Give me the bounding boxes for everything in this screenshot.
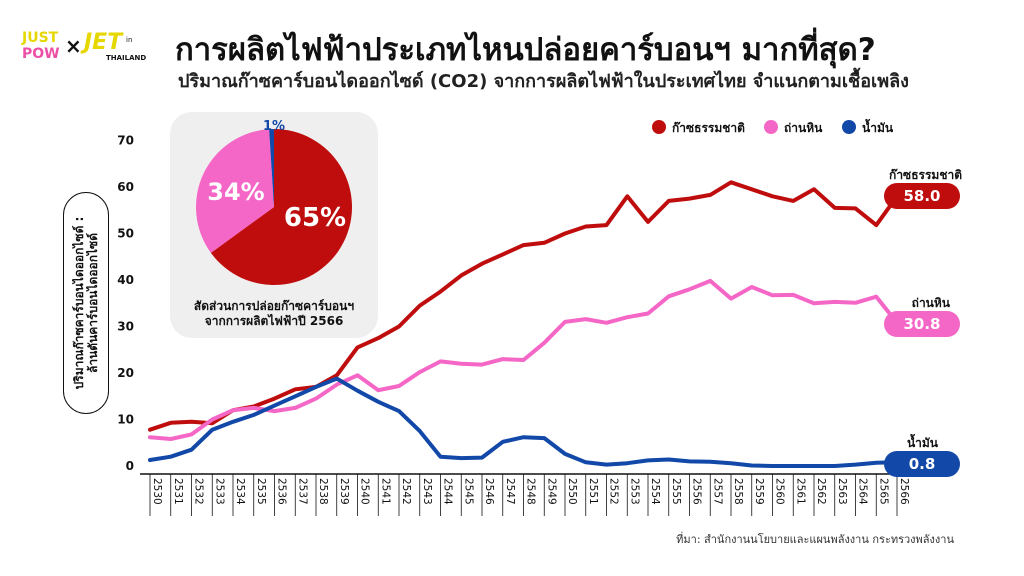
y-tick-label: 70	[117, 134, 134, 148]
pie-slice-gas	[210, 129, 353, 285]
logo-just: JUST	[22, 30, 59, 46]
x-tick-label: 2552	[608, 478, 620, 505]
legend-label-oil: น้ำมัน	[862, 121, 894, 135]
x-tick-label: 2533	[213, 478, 225, 505]
x-tick-label: 2548	[525, 478, 537, 505]
pie-caption-line2: จากการผลิตไฟฟ้าปี 2566	[204, 314, 344, 328]
logo-x: ×	[65, 34, 82, 58]
legend-item-coal: ถ่านหิน	[764, 119, 822, 138]
logo-in: in	[126, 36, 133, 44]
x-tick-label: 2557	[711, 478, 723, 505]
x-tick-label: 2542	[400, 478, 412, 505]
pie-label-gas: 65%	[284, 203, 346, 233]
x-tick-label: 2535	[255, 478, 267, 505]
x-tick-label: 2560	[774, 478, 786, 505]
legend-dot-coal	[764, 120, 778, 134]
x-tick-label: 2550	[566, 478, 578, 505]
end-value-oil: 0.8	[884, 451, 960, 477]
legend-label-coal: ถ่านหิน	[784, 121, 823, 135]
legend-dot-oil	[842, 120, 856, 134]
x-tick-label: 2554	[649, 478, 661, 505]
logo-thailand: THAILAND	[106, 54, 147, 62]
end-value-coal: 30.8	[884, 311, 960, 337]
y-tick-label: 30	[117, 320, 134, 334]
series-line-coal	[148, 278, 899, 441]
y-tick-label: 20	[117, 366, 134, 380]
x-tick-label: 2559	[753, 478, 765, 505]
x-tick-label: 2565	[877, 478, 889, 505]
legend-item-gas: ก๊าซธรรมชาติ	[652, 119, 745, 138]
brand-logo: JUST POW × JET in THAILAND	[22, 30, 146, 74]
page-subtitle: ปริมาณก๊าซคาร์บอนไดออกไซด์ (CO2) จากการผ…	[178, 71, 909, 92]
legend-label-gas: ก๊าซธรรมชาติ	[672, 121, 745, 135]
x-tick-label: 2555	[670, 478, 682, 505]
logo-jet: JET	[84, 30, 123, 55]
x-tick-label: 2539	[338, 478, 350, 505]
x-tick-label: 2544	[442, 478, 454, 505]
logo-pow: POW	[22, 46, 60, 62]
x-tick-label: 2558	[732, 478, 744, 505]
x-tick-label: 2553	[628, 478, 640, 505]
x-tick-label: 2549	[545, 478, 557, 505]
x-tick-label: 2541	[379, 478, 391, 505]
pie-slice-oil	[269, 129, 274, 207]
x-tick-label: 2551	[587, 478, 599, 505]
x-tick-label: 2562	[815, 478, 827, 505]
x-tick-label: 2534	[234, 478, 246, 505]
end-name-gas: ก๊าซธรรมชาติ	[889, 168, 962, 182]
end-value-gas: 58.0	[884, 183, 960, 209]
series-line-gas	[148, 180, 899, 432]
y-axis-label-frame	[63, 192, 109, 414]
y-tick-label: 50	[117, 227, 134, 241]
x-tick-label: 2566	[898, 478, 910, 505]
end-name-oil: น้ำมัน	[906, 436, 938, 450]
x-tick-label: 2547	[504, 478, 516, 505]
pie-caption: สัดส่วนการปล่อยก๊าซคาร์บอนฯ จากการผลิตไฟ…	[170, 299, 378, 329]
x-tick-label: 2563	[836, 478, 848, 505]
x-tick-label: 2564	[857, 478, 869, 505]
x-tick-label: 2538	[317, 478, 329, 505]
x-tick-label: 2537	[296, 478, 308, 505]
x-tick-label: 2536	[276, 478, 288, 505]
pie-caption-line1: สัดส่วนการปล่อยก๊าซคาร์บอนฯ	[193, 299, 355, 313]
source-note: ที่มา: สำนักงานนโยบายและแผนพลังงาน กระทร…	[676, 533, 954, 546]
x-tick-label: 2561	[794, 478, 806, 505]
x-tick-label: 2546	[483, 478, 495, 505]
x-tick-label: 2540	[359, 478, 371, 505]
pie-label-oil: 1%	[263, 119, 285, 134]
legend-item-oil: น้ำมัน	[842, 119, 893, 138]
end-name-coal: ถ่านหิน	[911, 296, 950, 310]
pie-label-coal: 34%	[207, 178, 264, 206]
y-tick-label: 0	[126, 459, 134, 473]
x-tick-label: 2532	[193, 478, 205, 505]
y-tick-label: 60	[117, 180, 134, 194]
x-tick-label: 2556	[691, 478, 703, 505]
legend-dot-gas	[652, 120, 666, 134]
series-line-oil	[148, 376, 899, 468]
x-tick-label: 2530	[151, 478, 163, 505]
x-tick-label: 2545	[462, 478, 474, 505]
x-tick-label: 2531	[172, 478, 184, 505]
y-tick-label: 10	[117, 413, 134, 427]
page-title: การผลิตไฟฟ้าประเภทไหนปล่อยคาร์บอนฯ มากที…	[175, 32, 876, 68]
y-tick-label: 40	[117, 273, 134, 287]
x-tick-label: 2543	[421, 478, 433, 505]
pie-slice-coal	[196, 129, 274, 253]
